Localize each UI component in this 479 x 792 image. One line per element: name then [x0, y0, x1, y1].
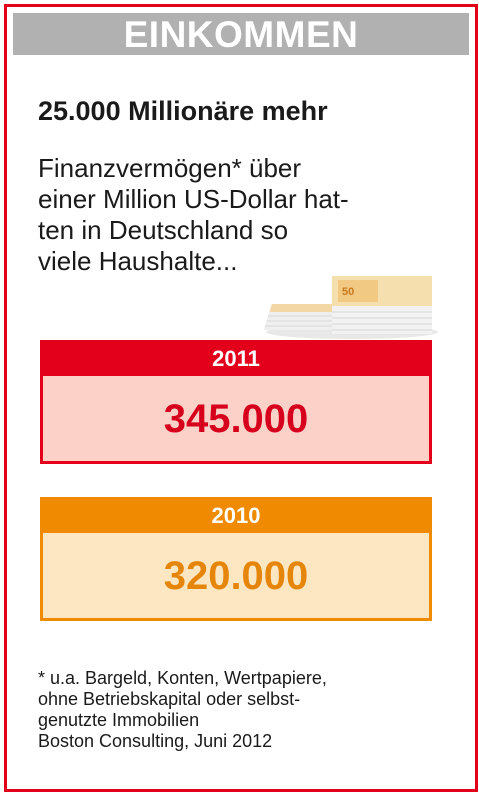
- intro-text: Finanzvermögen* über einer Million US-Do…: [38, 153, 438, 277]
- headline: 25.000 Millionäre mehr: [38, 96, 328, 126]
- footnote: * u.a. Bargeld, Konten, Wertpapiere, ohn…: [38, 668, 448, 752]
- value-label: 320.000: [40, 533, 432, 621]
- year-label: 2011: [40, 340, 432, 376]
- intro-line: einer Million US-Dollar hat-: [38, 184, 349, 214]
- banknote-denomination: 50: [342, 286, 354, 298]
- card-2011: 2011 345.000: [40, 340, 432, 464]
- value-label: 345.000: [40, 376, 432, 464]
- source-line: Boston Consulting, Juni 2012: [38, 731, 273, 751]
- card-2010: 2010 320.000: [40, 497, 432, 621]
- footnote-line: * u.a. Bargeld, Konten, Wertpapiere,: [38, 668, 327, 688]
- intro-line: Finanzvermögen* über: [38, 153, 302, 183]
- euro-banknote-stacks-icon: 50: [263, 276, 438, 339]
- intro-line: ten in Deutschland so: [38, 215, 289, 245]
- intro-line: viele Haushalte...: [38, 246, 238, 276]
- footnote-line: genutzte Immobilien: [38, 710, 200, 730]
- header-title: EINKOMMEN: [13, 13, 469, 55]
- year-label: 2010: [40, 497, 432, 533]
- footnote-line: ohne Betriebskapital oder selbst-: [38, 689, 301, 709]
